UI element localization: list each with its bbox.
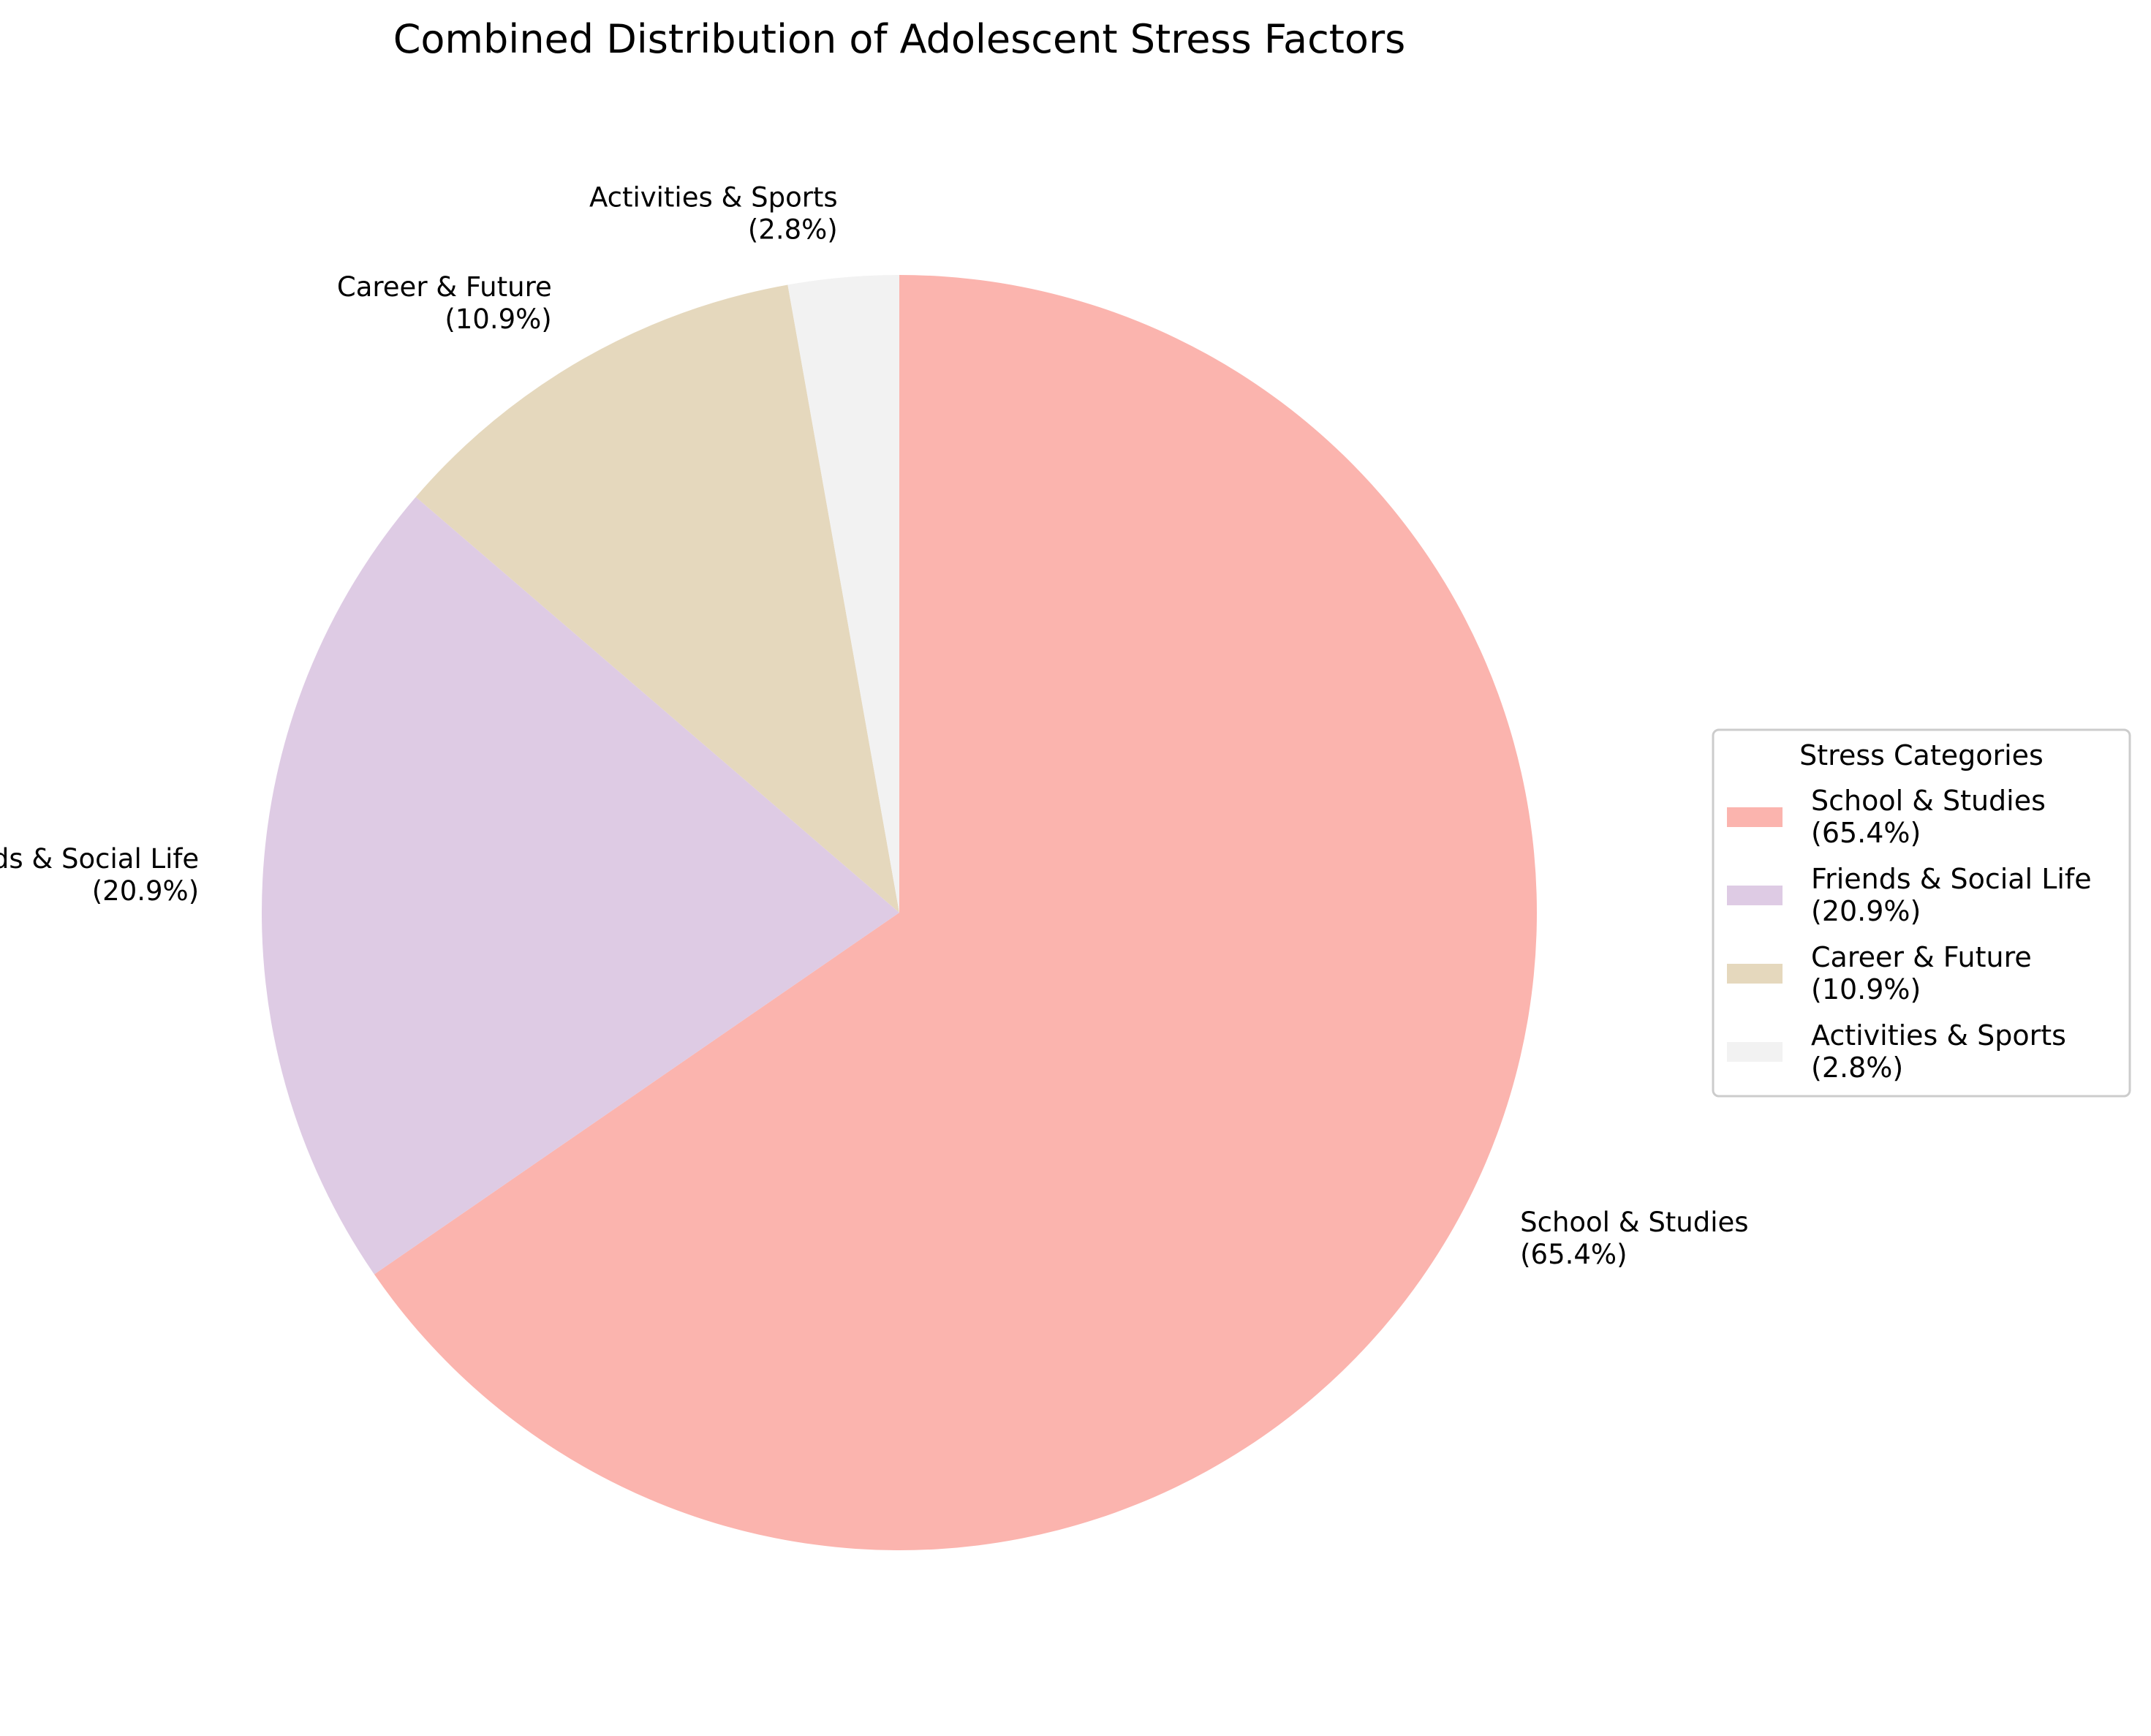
pie-slices xyxy=(262,275,1537,1550)
pie-slice-friends-and-social-life xyxy=(262,497,899,1275)
legend-item-school-and-studies: School & Studies (65.4%) xyxy=(1727,785,2046,849)
legend-swatch-activities-and-sports xyxy=(1727,1042,1783,1062)
slice-label-school-and-studies: School & Studies (65.4%) xyxy=(1520,1207,1748,1270)
legend-label-activities-and-sports: Activities & Sports (2.8%) xyxy=(1811,1019,2066,1084)
legend-label-school-and-studies: School & Studies (65.4%) xyxy=(1811,785,2046,849)
chart-title: Combined Distribution of Adolescent Stre… xyxy=(393,16,1406,62)
slice-label-activities-and-sports: Activities & Sports (2.8%) xyxy=(589,182,838,246)
legend-item-career-and-future: Career & Future (10.9%) xyxy=(1727,941,2032,1005)
slice-label-friends-and-social-life: Friends & Social Life(20.9%) xyxy=(0,843,199,907)
legend-swatch-career-and-future xyxy=(1727,964,1783,984)
legend-label-friends-and-social-life: Friends & Social Life (20.9%) xyxy=(1811,863,2092,927)
legend-swatch-school-and-studies xyxy=(1727,807,1783,827)
slice-labels: School & Studies(65.4%) Friends & Social … xyxy=(0,182,1749,1271)
legend-frame xyxy=(1712,728,2131,1098)
slice-label-career-and-future: Career & Future (10.9%) xyxy=(337,271,552,335)
legend-item-activities-and-sports: Activities & Sports (2.8%) xyxy=(1727,1019,2066,1084)
pie-slice-activities-and-sports xyxy=(787,275,899,913)
legend: Stress Categories School & Studies (65.4%… xyxy=(1712,728,2131,1098)
legend-swatch-friends-and-social-life xyxy=(1727,886,1783,905)
legend-label-career-and-future: Career & Future (10.9%) xyxy=(1811,941,2032,1005)
legend-items: School & Studies (65.4%) Friends & Social … xyxy=(1727,785,2092,1084)
legend-item-friends-and-social-life: Friends & Social Life (20.9%) xyxy=(1727,863,2092,927)
pie-slice-career-and-future xyxy=(415,284,899,913)
pie-slice-school-and-studies xyxy=(374,275,1537,1550)
legend-title: Stress Categories xyxy=(1799,739,2044,771)
